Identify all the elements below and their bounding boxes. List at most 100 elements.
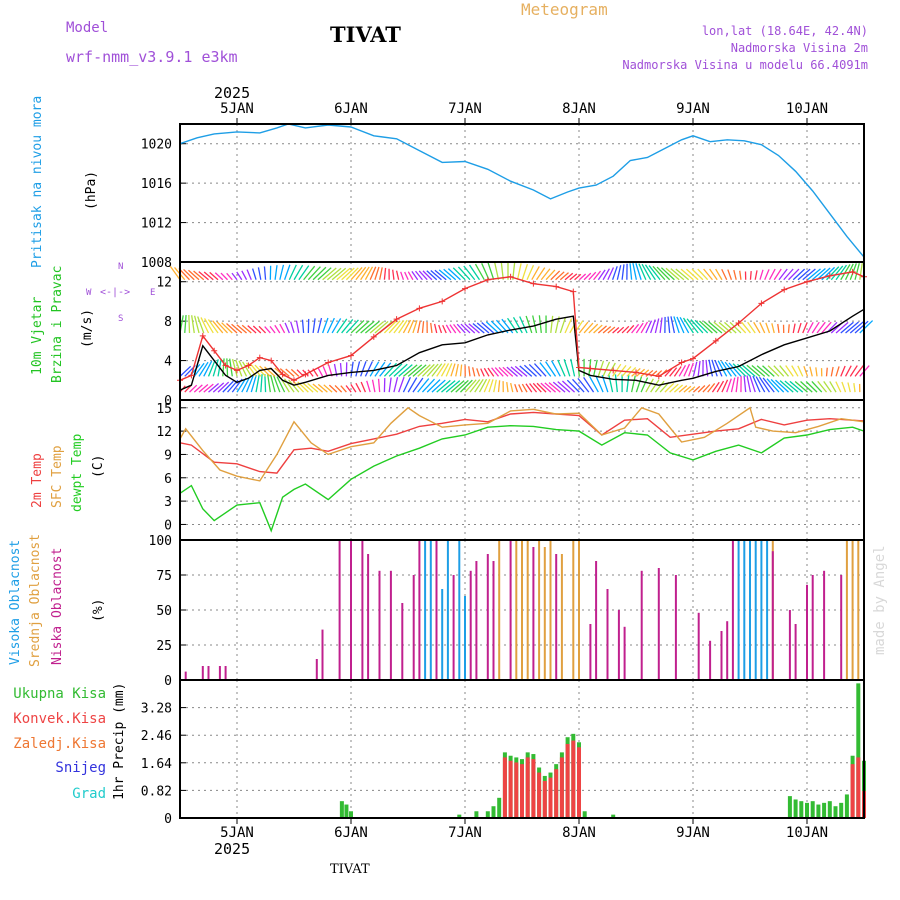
wind-unit: (m/s) [80,308,95,348]
bar-total [827,801,832,818]
y-tick-label: 2.46 [141,729,172,744]
wind-arrow [360,320,375,334]
wind-arrow [516,263,522,280]
wind-arrow [829,381,837,393]
wind-arrow [295,320,300,334]
legend-hail: Grad [72,786,106,802]
wind-arrow [222,380,234,393]
wind-arrow [574,273,582,281]
wind-arrow [548,382,561,393]
wind-arrow [436,379,451,393]
wind-arrow [853,383,856,393]
y-tick-label: 1016 [141,177,172,192]
wind-arrow [676,316,685,334]
bar-convective [571,740,576,818]
wind-arrow [468,366,471,377]
bar-low [589,624,592,680]
bar-high [754,540,757,680]
wind-arrow [422,270,433,281]
wind-arrow [583,322,594,334]
wind-arrow [235,359,243,377]
wind-arrow [840,365,846,377]
bar-total [793,799,798,818]
bar-low [709,640,712,680]
y-tick-label: 1012 [141,217,172,232]
bar-low [731,540,734,680]
wind-arrow [791,365,799,377]
bar-low [623,626,626,680]
bar-low [726,621,729,680]
wind-arrow [683,363,691,377]
wind-arrow [250,374,257,393]
wind-arrow [577,377,590,393]
wind-arrow [535,267,546,281]
wind-arrow [697,268,709,281]
wind-arrow [322,317,329,334]
wind-arrow [660,267,675,281]
bar-total [491,806,496,818]
wind-arrow [626,324,635,334]
wind-arrow [450,363,456,377]
bar-convective [502,757,507,818]
bar-high [429,540,432,680]
wind-arrow [825,367,828,377]
wind-arrow [279,368,290,377]
wind-arrow [198,271,209,281]
bar-low [469,570,472,680]
wind-arrow [322,267,337,281]
wind-arrow [532,382,542,393]
wind-arrow [260,374,263,393]
wind-arrow [188,314,191,333]
wind-arrow [226,323,238,334]
bar-high [743,540,746,680]
wind-arrow [656,266,671,281]
bar-high [464,596,466,680]
bar-low [201,666,204,680]
wind-arrow [835,321,849,334]
wind-arrow [355,320,370,334]
wind-arrow [788,268,800,281]
wind-arrow [779,380,794,393]
y-tick-label: 25 [156,639,172,654]
wind-arrow [450,380,465,393]
meteogram-title: Meteogram [521,0,608,19]
wind-arrow [557,359,566,377]
wind-arrow [683,385,692,393]
wind-arrow [214,272,224,281]
wind-arrow [559,317,567,334]
wind-arrow [645,369,654,377]
wind-arrow [407,319,415,334]
wind-arrow [519,316,528,334]
bar-high [424,540,427,680]
wind-arrow [519,365,533,377]
gust-marker [610,367,617,374]
panel-frame [179,399,865,541]
bar-convective [856,757,861,818]
wind-arrow [645,320,653,334]
gust-marker [678,359,685,366]
wind-arrow [307,382,319,393]
wind-arrow [447,268,461,281]
wind-arrow [197,316,205,334]
bar-low [486,554,489,680]
wind-arrow [588,271,597,281]
bar-low [811,575,814,680]
wind-arrow [635,263,642,280]
wind-arrow [459,364,463,377]
bar-total [787,796,792,818]
bar-total [497,797,502,818]
bar-low [788,610,791,680]
wind-arrow [572,378,585,393]
gust-marker [462,285,468,292]
gust-marker [633,369,639,376]
y-tick-label: 4 [164,355,172,370]
wind-arrow [811,380,823,393]
wind-arrow [816,267,831,281]
bar-convective [531,759,536,818]
wind-arrow [183,268,195,281]
bar-mid [578,540,580,680]
wind-arrow [612,327,620,334]
gust-marker [291,377,297,384]
wind-arrow [708,321,723,334]
wind-arrow [688,362,694,377]
